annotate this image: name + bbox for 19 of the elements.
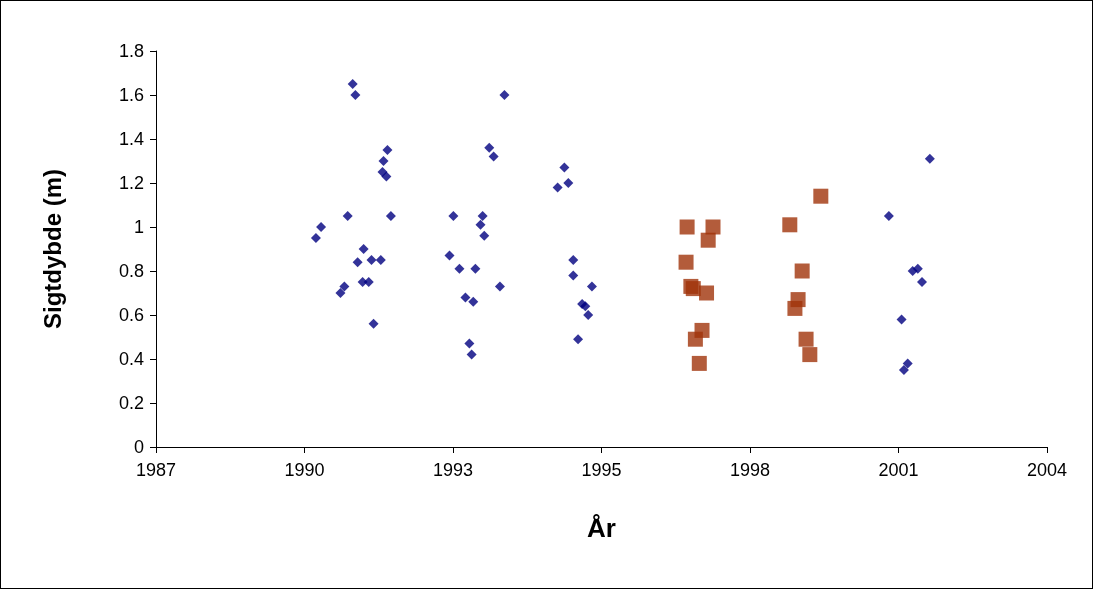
y-tick-label: 0.8 xyxy=(118,261,144,281)
y-tick-label: 1 xyxy=(133,217,144,237)
x-axis-title: År xyxy=(587,513,616,543)
y-axis-title: Sigtdybde (m) xyxy=(38,169,66,329)
y-tick-label: 1.6 xyxy=(118,85,144,105)
y-tick-label: 0.2 xyxy=(118,393,144,413)
y-tick-label: 1.8 xyxy=(118,41,144,61)
x-tick-label: 1995 xyxy=(581,460,622,480)
y-tick-label: 1.2 xyxy=(118,173,144,193)
y-tick-label: 0.4 xyxy=(118,349,144,369)
x-tick-label: 2004 xyxy=(1026,460,1068,480)
x-tick-label: 1990 xyxy=(284,460,325,480)
x-tick-label: 1993 xyxy=(432,460,473,480)
y-tick-label: 0.6 xyxy=(118,305,144,325)
x-tick-label: 2001 xyxy=(878,460,919,480)
x-tick-label: 1987 xyxy=(135,460,177,480)
x-tick-label: 1998 xyxy=(729,460,770,480)
y-tick-label: 1.4 xyxy=(118,129,144,149)
y-tick-label: 0 xyxy=(133,437,144,457)
